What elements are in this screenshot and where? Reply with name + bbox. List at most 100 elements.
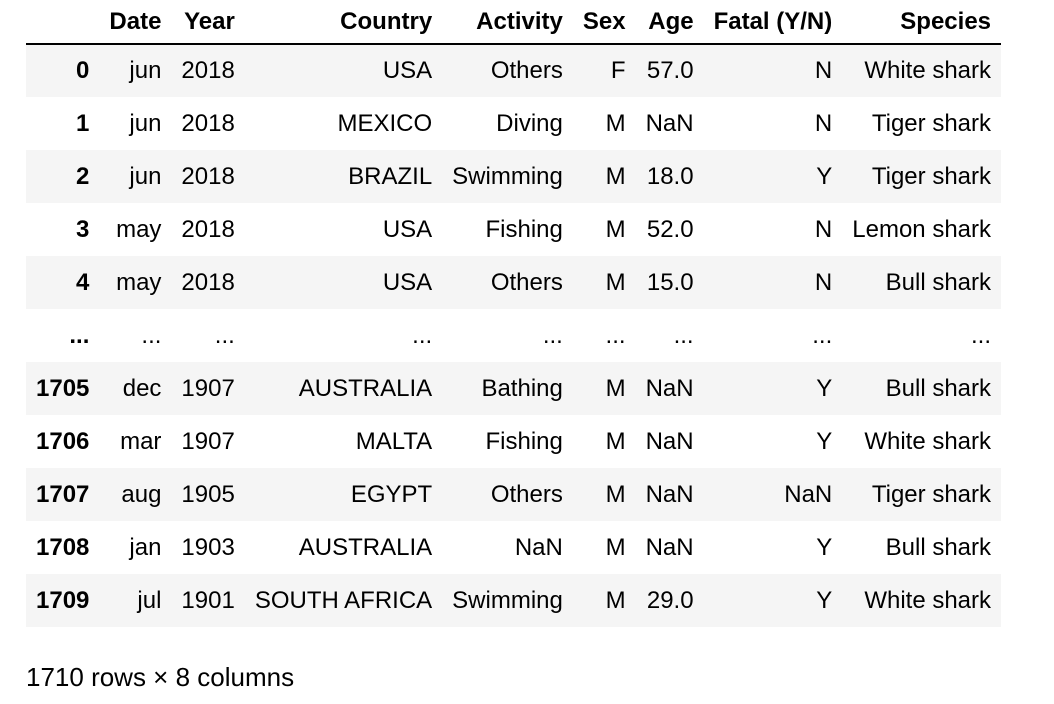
table-row: 1707 aug 1905 EGYPT Others M NaN NaN Tiger shark xyxy=(26,468,1002,521)
row-index: 3 xyxy=(76,215,90,243)
cell-sex: M xyxy=(605,427,626,455)
cell-date: may xyxy=(116,268,162,296)
cell-species: Lemon shark xyxy=(852,215,992,243)
cell-date: dec xyxy=(122,374,162,402)
column-header-country: Country xyxy=(244,0,443,45)
table-row: 1709 jul 1901 SOUTH AFRICA Swimming M 29.0 Y Whi… xyxy=(26,574,1002,627)
cell-species: Tiger shark xyxy=(871,162,992,190)
cell-age: 57.0 xyxy=(646,57,694,84)
cell-age: NaN xyxy=(645,480,694,508)
cell-fatal: ... xyxy=(812,321,833,349)
column-header-species: Species xyxy=(842,0,1002,45)
cell-year: ... xyxy=(214,321,235,349)
cell-sex: ... xyxy=(605,321,626,349)
table-body: 0 jun 2018 USA Others F 57.0 N White shark 1 jun 20… xyxy=(26,44,1002,627)
cell-species: White shark xyxy=(864,586,992,614)
cell-year: 1903 xyxy=(181,533,235,561)
table-header: Date Year Country Activity Sex Age Fatal… xyxy=(26,0,1002,45)
cell-species: Tiger shark xyxy=(871,109,992,137)
cell-species: Bull shark xyxy=(885,268,992,296)
cell-date: ... xyxy=(141,321,162,349)
cell-species: Bull shark xyxy=(885,533,992,561)
row-index: 1709 xyxy=(36,586,90,614)
cell-fatal: N xyxy=(814,57,833,84)
cell-date: mar xyxy=(120,427,162,455)
cell-country: USA xyxy=(382,215,433,243)
cell-year: 2018 xyxy=(181,57,235,84)
cell-activity: Swimming xyxy=(452,162,563,190)
cell-country: SOUTH AFRICA xyxy=(254,586,433,614)
cell-country: USA xyxy=(382,57,433,84)
cell-activity: Others xyxy=(490,480,563,508)
table-row: 1708 jan 1903 AUSTRALIA NaN M NaN Y Bull shark xyxy=(26,521,1002,574)
table-row: 1706 mar 1907 MALTA Fishing M NaN Y White shark xyxy=(26,415,1002,468)
cell-species: White shark xyxy=(864,57,992,84)
cell-fatal: Y xyxy=(816,586,833,614)
row-index: ... xyxy=(69,321,90,349)
cell-country: MALTA xyxy=(355,427,433,455)
cell-sex: M xyxy=(605,268,626,296)
cell-age: NaN xyxy=(645,533,694,561)
table-row: 3 may 2018 USA Fishing M 52.0 N Lemon shark xyxy=(26,203,1002,256)
dataframe-table: Date Year Country Activity Sex Age Fatal… xyxy=(26,0,1002,627)
dataframe-shape-summary: 1710 rows × 8 columns xyxy=(26,662,295,692)
cell-fatal: NaN xyxy=(784,480,833,508)
cell-country: AUSTRALIA xyxy=(298,533,433,561)
table-row: 0 jun 2018 USA Others F 57.0 N White shark xyxy=(26,44,1002,97)
cell-species: ... xyxy=(971,321,992,349)
cell-year: 1905 xyxy=(181,480,235,508)
cell-country: ... xyxy=(412,321,433,349)
cell-country: MEXICO xyxy=(337,109,433,137)
cell-fatal: Y xyxy=(816,162,833,190)
cell-species: Tiger shark xyxy=(871,480,992,508)
cell-age: 52.0 xyxy=(646,215,694,243)
cell-activity: Others xyxy=(490,268,563,296)
cell-species: White shark xyxy=(864,427,992,455)
table-row: 2 jun 2018 BRAZIL Swimming M 18.0 Y Tiger shark xyxy=(26,150,1002,203)
column-header-fatal: Fatal (Y/N) xyxy=(703,0,843,45)
cell-date: jun xyxy=(129,57,162,84)
cell-country: AUSTRALIA xyxy=(298,374,433,402)
cell-fatal: Y xyxy=(816,374,833,402)
row-index: 1708 xyxy=(36,533,90,561)
cell-country: USA xyxy=(382,268,433,296)
table-row: 1705 dec 1907 AUSTRALIA Bathing M NaN Y Bull sha… xyxy=(26,362,1002,415)
cell-activity: Diving xyxy=(496,109,563,137)
cell-date: aug xyxy=(121,480,162,508)
table-row: ........................... xyxy=(26,309,1002,362)
cell-fatal: N xyxy=(814,268,833,296)
cell-sex: M xyxy=(605,215,626,243)
cell-species: Bull shark xyxy=(885,374,992,402)
row-index: 1707 xyxy=(36,480,90,508)
dataframe-output: Date Year Country Activity Sex Age Fatal… xyxy=(26,0,1002,627)
cell-year: 2018 xyxy=(181,162,235,190)
cell-date: jul xyxy=(137,586,162,614)
cell-age: ... xyxy=(673,321,694,349)
table-row: 4 may 2018 USA Others M 15.0 N Bull shark xyxy=(26,256,1002,309)
cell-activity: ... xyxy=(542,321,563,349)
column-header-date: Date xyxy=(99,0,172,45)
row-index: 4 xyxy=(76,268,90,296)
cell-year: 2018 xyxy=(181,215,235,243)
cell-activity: NaN xyxy=(514,533,563,561)
row-index: 1705 xyxy=(36,374,90,402)
cell-sex: M xyxy=(605,374,626,402)
cell-fatal: N xyxy=(814,215,833,243)
cell-fatal: Y xyxy=(816,533,833,561)
cell-age: 15.0 xyxy=(646,268,694,296)
column-header-year: Year xyxy=(171,0,245,45)
table-row: 1 jun 2018 MEXICO Diving M NaN N Tiger shark xyxy=(26,97,1002,150)
cell-activity: Others xyxy=(490,57,563,84)
column-header-activity: Activity xyxy=(442,0,573,45)
cell-date: jan xyxy=(129,533,162,561)
cell-sex: F xyxy=(610,57,626,84)
column-header-age: Age xyxy=(635,0,704,45)
cell-date: may xyxy=(116,215,162,243)
row-index: 2 xyxy=(76,162,90,190)
index-header xyxy=(26,0,100,45)
cell-year: 2018 xyxy=(181,109,235,137)
cell-year: 2018 xyxy=(181,268,235,296)
cell-sex: M xyxy=(605,109,626,137)
row-index: 1 xyxy=(76,109,90,137)
cell-sex: M xyxy=(605,162,626,190)
